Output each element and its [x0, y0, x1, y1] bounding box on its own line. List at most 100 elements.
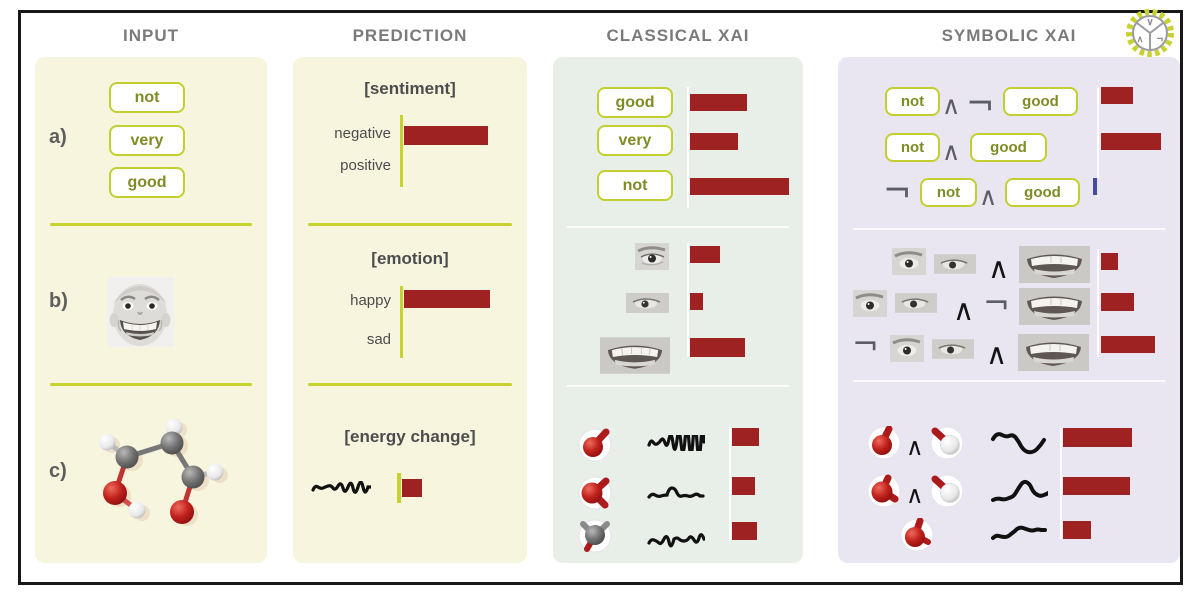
- row-divider: [308, 223, 512, 226]
- prediction-panel: [sentiment] negative positive [emotion] …: [293, 57, 527, 563]
- relevance-bar: [732, 477, 755, 495]
- class-label-sad: sad: [366, 331, 391, 348]
- emotion-axis: [400, 286, 403, 358]
- energy-trajectory-curve: [647, 486, 705, 499]
- row-divider: [853, 228, 1165, 230]
- energy-trajectory-curve: [991, 432, 1046, 455]
- prediction-title-energy: [energy change]: [344, 427, 476, 446]
- word-chip-not: not: [885, 87, 940, 116]
- sentiment-axis: [400, 115, 403, 187]
- and-operator: ∧: [988, 251, 1010, 285]
- relevance-bar: [404, 126, 488, 145]
- carbon-atom-icon: [578, 519, 612, 553]
- relevance-bar: [1063, 477, 1130, 495]
- oxygen-atom-two-bonds-icon: [867, 474, 901, 508]
- mouth-patch-image: [1018, 334, 1089, 371]
- relevance-axis: [1097, 249, 1099, 357]
- energy-axis: [397, 473, 401, 503]
- oxygen-atom-icon: [867, 426, 901, 460]
- row-label-b: b): [49, 290, 68, 312]
- oxygen-atom-icon: [578, 428, 612, 462]
- relevance-bar: [1101, 133, 1161, 150]
- eye-patch-image: [890, 335, 924, 362]
- relevance-bar: [1101, 253, 1118, 270]
- relevance-bar: [1101, 293, 1134, 311]
- energy-trajectory-curve: [991, 525, 1047, 540]
- relevance-bar: [732, 522, 757, 540]
- column-header-prediction: PREDICTION: [352, 26, 468, 45]
- eye-patch-image: [934, 254, 976, 274]
- relevance-bar: [402, 479, 422, 497]
- not-operator: ¬: [852, 325, 879, 363]
- relevance-bar: [404, 290, 490, 308]
- word-chip-good: good: [597, 87, 673, 118]
- row-label-c: c): [49, 460, 67, 482]
- row-divider: [567, 385, 789, 387]
- eye-patch-image: [895, 293, 937, 313]
- column-header-input: INPUT: [123, 26, 179, 45]
- smiling-child-photo: [107, 277, 174, 347]
- word-chip-very: very: [109, 125, 185, 156]
- and-operator: ∧: [953, 293, 975, 327]
- relevance-bar: [690, 133, 738, 150]
- relevance-bar: [1101, 336, 1155, 353]
- and-operator: ∧: [942, 91, 961, 120]
- gear-logic-logo-icon: ∨ ∧ ¬: [1126, 9, 1174, 57]
- input-panel: a) not very good b): [35, 57, 267, 563]
- relevance-bar: [1063, 428, 1132, 447]
- relevance-axis: [1097, 87, 1099, 197]
- not-operator: ¬: [883, 171, 912, 211]
- mouth-patch-image: [1019, 246, 1090, 283]
- not-operator: ¬: [983, 284, 1010, 322]
- class-label-happy: happy: [350, 292, 391, 309]
- energy-trajectory-curve: [647, 435, 705, 451]
- relevance-bar: [1063, 521, 1091, 539]
- eye-patch-image: [892, 248, 926, 275]
- energy-trajectory-curve: [991, 479, 1048, 502]
- eye-patch-image: [853, 290, 887, 317]
- oxygen-atom-icon: [900, 518, 934, 552]
- hydrogen-atom-icon: [930, 426, 964, 460]
- relevance-bar: [690, 246, 720, 263]
- symbolic-xai-panel: not ∧ ¬ good not ∧ good ¬ not ∧ good ∧: [838, 57, 1180, 563]
- word-chip-very: very: [597, 125, 673, 156]
- relevance-bar: [690, 338, 745, 357]
- row-divider: [308, 383, 512, 386]
- word-chip-not: not: [885, 133, 940, 162]
- word-chip-good: good: [1003, 87, 1078, 116]
- row-divider: [50, 383, 252, 386]
- oxygen-atom-two-bonds-icon: [578, 476, 612, 510]
- relevance-bar: [1101, 87, 1133, 104]
- mouth-patch-image: [1019, 288, 1090, 325]
- relevance-axis: [729, 428, 731, 540]
- class-label-negative: negative: [334, 125, 391, 142]
- classical-xai-panel: good very not: [553, 57, 803, 563]
- and-operator: ∧: [906, 433, 924, 461]
- row-divider: [853, 380, 1165, 382]
- not-operator: ¬: [966, 84, 995, 124]
- relevance-bar: [690, 94, 747, 111]
- class-label-positive: positive: [340, 157, 391, 174]
- prediction-title-emotion: [emotion]: [371, 249, 449, 268]
- eye-patch-image: [626, 293, 669, 313]
- relevance-axis: [687, 87, 689, 208]
- relevance-axis: [1060, 428, 1062, 539]
- logo-and-symbol: ∧: [1137, 34, 1144, 44]
- row-label-a: a): [49, 126, 67, 148]
- row-divider: [567, 226, 789, 228]
- relevance-bar: [732, 428, 759, 446]
- molecule-image: [98, 418, 228, 526]
- word-chip-good: good: [970, 133, 1047, 162]
- word-chip-not: not: [109, 82, 185, 113]
- and-operator: ∧: [979, 182, 998, 211]
- word-chip-not: not: [920, 178, 977, 207]
- negative-relevance-bar: [1093, 178, 1099, 195]
- row-divider: [50, 223, 252, 226]
- relevance-axis: [687, 243, 689, 357]
- mouth-patch-image: [600, 337, 670, 374]
- eye-patch-image: [932, 339, 974, 359]
- and-operator: ∧: [986, 337, 1008, 371]
- eye-patch-image: [635, 243, 669, 270]
- word-chip-good: good: [109, 167, 185, 198]
